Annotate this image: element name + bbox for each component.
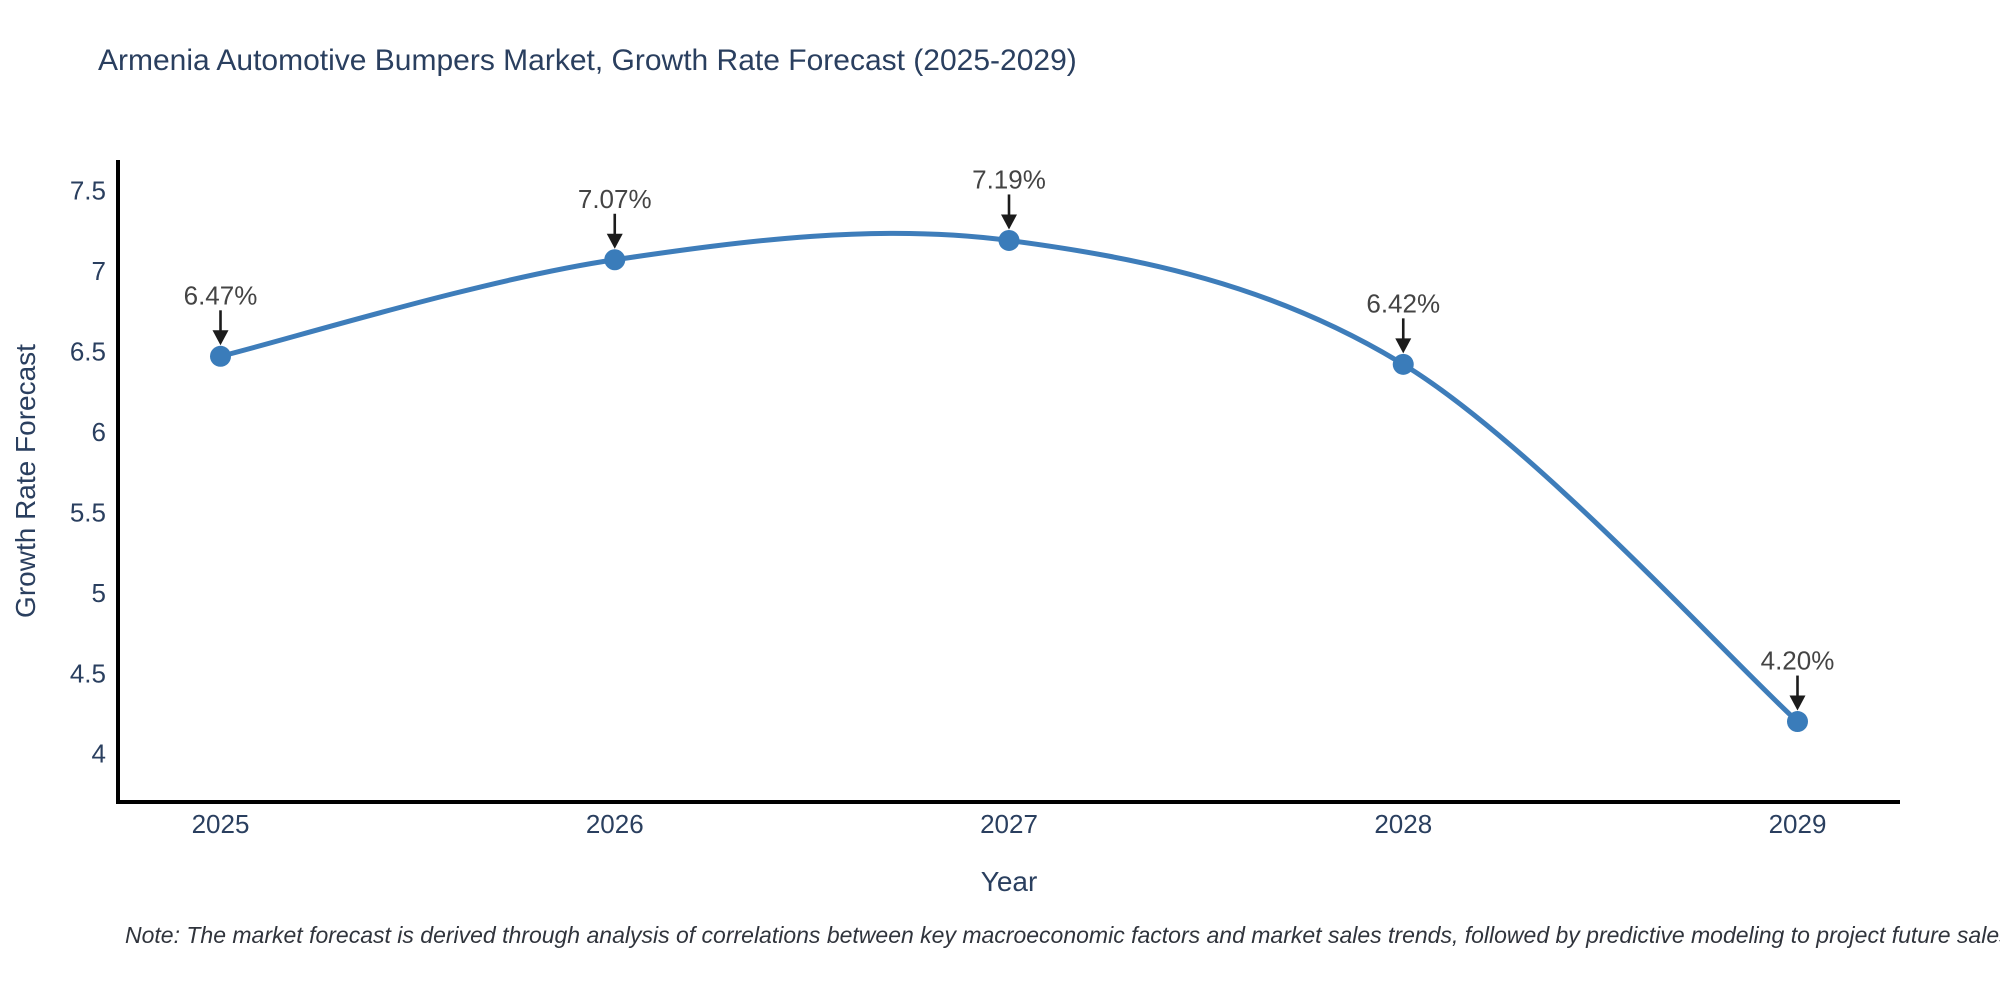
annotation-arrowhead-icon [606,233,623,249]
y-tick-label: 4.5 [70,658,106,688]
y-tick-label: 5 [92,578,106,608]
y-tick-label: 7.5 [70,176,106,206]
y-tick-label: 7 [92,256,106,286]
y-tick-label: 4 [92,739,106,769]
data-point-marker [210,345,232,367]
point-value-label: 4.20% [1761,646,1835,676]
x-tick-label: 2029 [1769,809,1827,839]
x-axis-title: Year [980,866,1038,897]
annotation-arrowhead-icon [1001,214,1017,230]
x-tick-label: 2026 [586,809,644,839]
x-tick-label: 2025 [192,809,250,839]
data-point-marker [998,229,1020,251]
point-value-label: 6.42% [1366,288,1440,318]
annotation-arrowhead-icon [212,330,229,346]
trend-line [218,230,1800,725]
point-value-label: 7.19% [972,164,1046,194]
data-point-marker [604,249,626,271]
chart-title: Armenia Automotive Bumpers Market, Growt… [98,44,1077,77]
y-tick-label: 6 [92,417,106,447]
x-tick-label: 2027 [980,809,1038,839]
annotation-arrowhead-icon [1395,338,1412,354]
data-point-marker [1392,353,1414,375]
annotation-arrowhead-icon [1789,695,1806,711]
y-tick-label: 5.5 [70,497,106,527]
point-value-label: 7.07% [578,184,652,214]
x-tick-label: 2028 [1374,809,1432,839]
footnote: Note: The market forecast is derived thr… [125,922,2000,948]
point-value-label: 6.47% [184,280,258,310]
data-point-marker [1786,711,1808,733]
y-tick-label: 6.5 [70,336,106,366]
axis-lines [116,160,1900,804]
